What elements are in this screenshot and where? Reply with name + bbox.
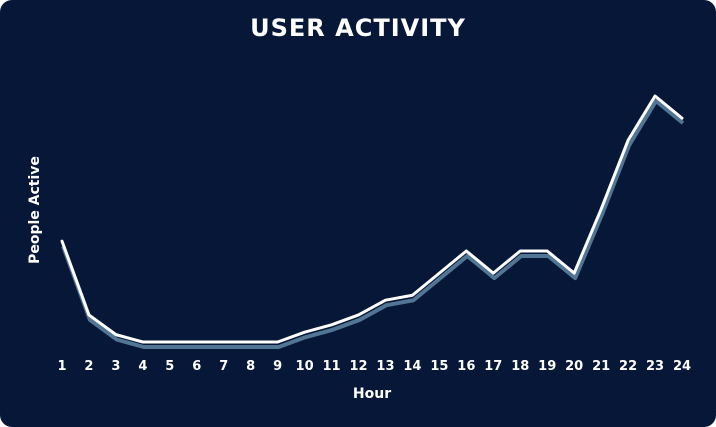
x-tick-label-17: 17 [484, 359, 502, 374]
x-tick-label-13: 13 [376, 359, 394, 374]
drop-lines [61, 96, 683, 342]
x-tick-label-24: 24 [673, 359, 691, 374]
x-tick-label-3: 3 [111, 359, 120, 374]
x-tick-label-7: 7 [219, 359, 228, 374]
series-shadow-line [61, 99, 685, 349]
x-tick-label-14: 14 [403, 359, 421, 374]
x-tick-label-22: 22 [619, 359, 637, 374]
x-tick-label-4: 4 [138, 359, 147, 374]
x-tick-label-6: 6 [192, 359, 201, 374]
x-tick-label-11: 11 [323, 359, 341, 374]
x-tick-label-8: 8 [246, 359, 255, 374]
x-tick-label-5: 5 [165, 359, 174, 374]
x-tick-label-21: 21 [592, 359, 610, 374]
x-tick-label-9: 9 [273, 359, 282, 374]
x-axis-ticks: 1 2 3 4 5 6 7 8 9 10 11 12 13 14 15 16 17 18 19 20 21 22 23 24 [57, 359, 691, 374]
x-tick-label-23: 23 [646, 359, 664, 374]
x-tick-label-12: 12 [349, 359, 367, 374]
x-tick-label-18: 18 [511, 359, 529, 374]
x-tick-label-1: 1 [57, 359, 66, 374]
x-tick-label-20: 20 [565, 359, 583, 374]
x-tick-label-16: 16 [457, 359, 475, 374]
x-axis-label: Hour [353, 386, 391, 402]
chart-title: USER ACTIVITY [250, 14, 466, 42]
x-tick-label-15: 15 [430, 359, 448, 374]
x-tick-label-2: 2 [84, 359, 93, 374]
y-axis-label: People Active [27, 156, 43, 264]
series-line [60, 94, 684, 344]
x-tick-label-10: 10 [296, 359, 314, 374]
x-tick-label-19: 19 [538, 359, 556, 374]
